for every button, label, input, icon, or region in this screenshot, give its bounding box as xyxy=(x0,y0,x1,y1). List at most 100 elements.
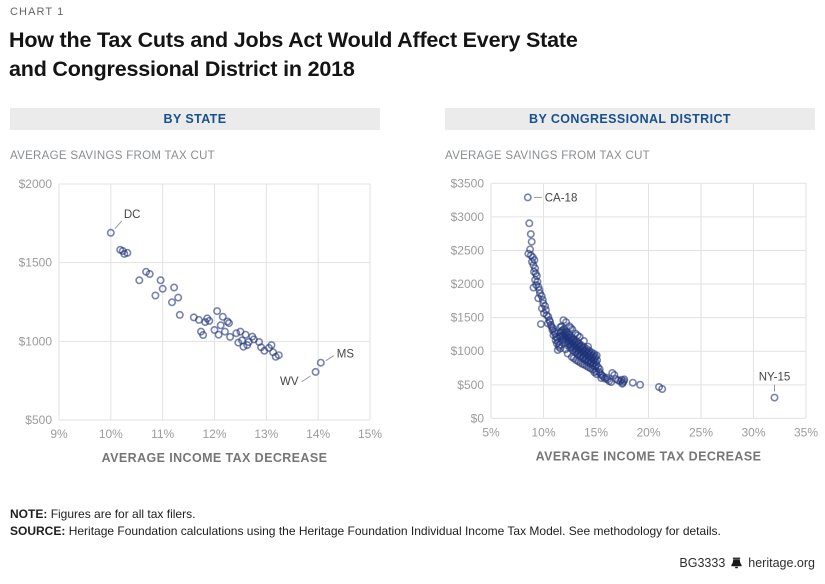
data-point xyxy=(223,317,232,326)
x-tick-label: 9% xyxy=(50,427,68,441)
y-tick-label: $3500 xyxy=(451,176,485,190)
data-point xyxy=(214,330,223,339)
data-point xyxy=(274,351,283,360)
x-tick-label: 11% xyxy=(151,427,174,441)
site-url: heritage.org xyxy=(748,556,815,570)
state-scatter-plot: 9% 10% 11% 12% 13% 14% 15% $500 $1000 $1500 $2000 D… xyxy=(19,177,383,465)
data-point xyxy=(226,332,235,341)
data-point xyxy=(106,228,115,237)
annotation-connector xyxy=(114,220,123,230)
y-tick-label: $2000 xyxy=(451,277,485,291)
x-tick-label: 10% xyxy=(531,425,555,439)
y-tick-label: $1500 xyxy=(451,311,485,325)
data-point xyxy=(573,331,582,340)
annotation-label: NY-15 xyxy=(759,372,791,384)
data-point xyxy=(526,230,535,239)
data-point xyxy=(658,385,667,394)
data-point xyxy=(770,393,779,402)
data-point xyxy=(636,380,645,389)
y-tick-label: $500 xyxy=(25,413,52,427)
data-point xyxy=(628,378,637,387)
data-point xyxy=(620,375,629,384)
data-point xyxy=(123,248,132,257)
page-title: How the Tax Cuts and Jobs Act Would Affe… xyxy=(9,26,578,84)
data-point xyxy=(618,379,627,388)
data-point xyxy=(553,346,562,355)
data-point xyxy=(168,298,177,307)
y-tick-label: $500 xyxy=(457,378,484,392)
report-id: BG3333 xyxy=(679,556,726,570)
data-point xyxy=(608,369,617,378)
title-line-1: How the Tax Cuts and Jobs Act Would Affe… xyxy=(9,28,578,52)
data-point xyxy=(523,193,532,202)
source-line: SOURCE: Heritage Foundation calculations… xyxy=(10,523,721,540)
x-axis-title: AVERAGE INCOME TAX DECREASE xyxy=(102,451,328,465)
data-point xyxy=(220,327,229,336)
data-point xyxy=(232,329,241,338)
annotation-connector xyxy=(301,375,311,383)
data-point xyxy=(579,337,588,346)
x-tick-label: 5% xyxy=(482,425,500,439)
data-point xyxy=(135,276,144,285)
data-point xyxy=(239,342,248,351)
by-congressional-district-header: BY CONGRESSIONAL DISTRICT xyxy=(445,108,815,130)
annotation-label: MS xyxy=(337,349,355,361)
data-point xyxy=(534,294,543,303)
notes-block: NOTE: Figures are for all tax filers. SO… xyxy=(10,506,721,539)
note-text: Figures are for all tax filers. xyxy=(50,507,196,521)
data-point xyxy=(151,291,160,300)
data-point xyxy=(210,326,219,335)
data-point xyxy=(592,351,601,360)
data-point xyxy=(174,293,183,302)
data-point xyxy=(311,367,320,376)
data-point xyxy=(316,358,325,367)
x-tick-label: 12% xyxy=(202,427,226,441)
data-point xyxy=(584,342,593,351)
y-tick-label: $1000 xyxy=(19,334,53,348)
note-label: NOTE: xyxy=(10,507,48,521)
data-point xyxy=(610,371,619,380)
data-point xyxy=(525,219,534,228)
data-point xyxy=(225,319,234,328)
x-tick-label: 15% xyxy=(358,427,382,441)
y-tick-label: $2500 xyxy=(451,243,485,257)
data-point xyxy=(156,276,165,285)
annotation-label: WV xyxy=(280,376,299,388)
data-point xyxy=(267,341,276,350)
data-point xyxy=(199,331,208,340)
title-line-2: and Congressional District in 2018 xyxy=(9,57,355,81)
data-point xyxy=(218,312,227,321)
heritage-bell-icon xyxy=(731,557,742,569)
x-tick-label: 15% xyxy=(584,425,608,439)
y-tick-label: $2000 xyxy=(19,177,53,191)
state-y-axis-title: AVERAGE SAVINGS FROM TAX CUT xyxy=(10,150,215,162)
x-tick-label: 30% xyxy=(741,425,765,439)
x-tick-label: 13% xyxy=(254,427,278,441)
y-tick-label: $3000 xyxy=(451,210,485,224)
x-tick-label: 20% xyxy=(636,425,660,439)
data-point xyxy=(578,359,587,368)
source-text: Heritage Foundation calculations using t… xyxy=(68,523,721,538)
source-label: SOURCE: xyxy=(10,523,66,538)
data-point xyxy=(216,321,225,330)
x-tick-label: 14% xyxy=(306,427,330,441)
x-tick-label: 10% xyxy=(99,427,123,441)
data-point xyxy=(170,283,179,292)
footer: BG3333 heritage.org xyxy=(679,556,815,570)
y-tick-label: $1000 xyxy=(451,344,485,358)
y-tick-label: $1500 xyxy=(19,256,53,270)
x-tick-label: 25% xyxy=(689,425,713,439)
y-tick-label: $0 xyxy=(471,411,485,425)
annotation-connector xyxy=(325,355,335,362)
note-line: NOTE: Figures are for all tax filers. xyxy=(10,506,721,523)
chart-kicker: CHART 1 xyxy=(10,6,65,18)
data-point xyxy=(158,284,167,293)
data-point xyxy=(527,237,536,246)
annotation-label: DC xyxy=(124,209,141,221)
data-point xyxy=(213,307,222,316)
data-point xyxy=(561,345,570,354)
data-point xyxy=(205,316,214,325)
data-point xyxy=(175,310,184,319)
x-tick-label: 35% xyxy=(794,425,818,439)
district-scatter-plot: 5% 10% 15% 20% 25% 30% 35% $0 $500 $1000 $1500 $200… xyxy=(451,176,819,463)
